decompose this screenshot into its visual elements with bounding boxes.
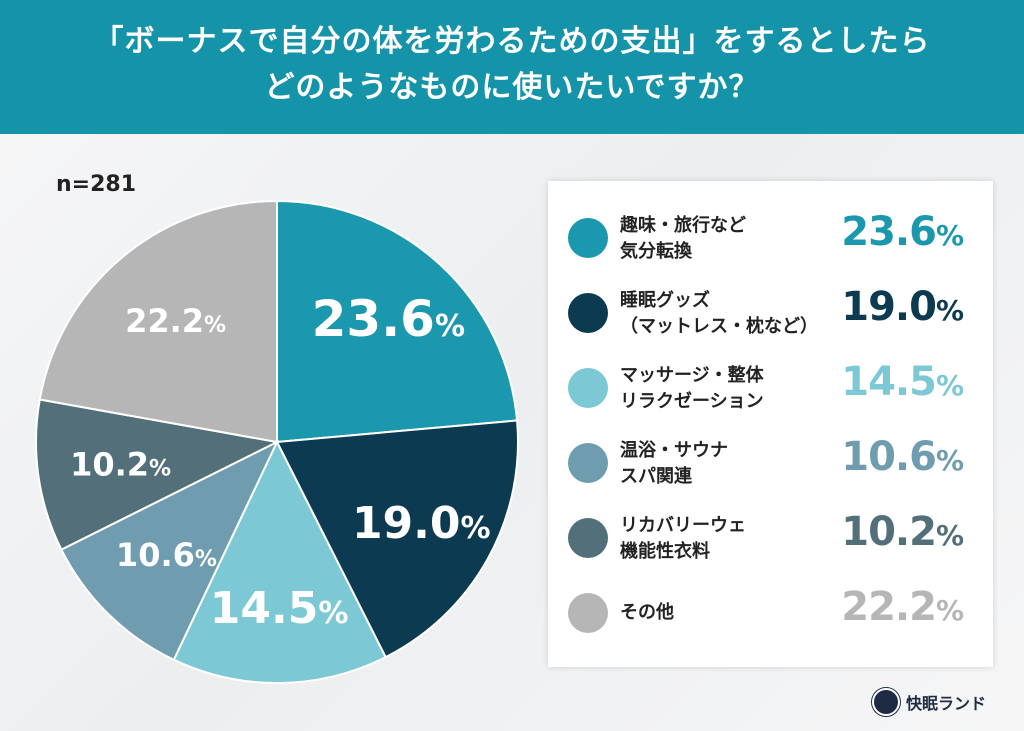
legend-label: リカバリーウェ 機能性衣料 bbox=[620, 515, 746, 562]
legend-label: 趣味・旅行など 気分転換 bbox=[620, 215, 746, 262]
legend-value: 22.2% bbox=[841, 584, 964, 630]
brand-logo: 快眠ランド bbox=[872, 688, 986, 716]
slice-label: 19.0% bbox=[352, 498, 491, 549]
slice-label: 23.6% bbox=[312, 290, 465, 348]
legend-value: 23.6% bbox=[841, 209, 964, 255]
legend-swatch bbox=[568, 593, 608, 633]
legend-item: 趣味・旅行など 気分転換 23.6% bbox=[548, 203, 993, 273]
legend-value: 19.0% bbox=[841, 284, 964, 330]
legend-value: 10.2% bbox=[841, 509, 964, 555]
pie-slice bbox=[276, 199, 519, 444]
pie-slice bbox=[275, 419, 519, 659]
brand-name: 快眠ランド bbox=[906, 694, 987, 713]
chart-title: 「ボーナスで自分の体を労わるための支出」をするとしたら どのようなものに使いたい… bbox=[0, 0, 1024, 134]
legend: 趣味・旅行など 気分転換 23.6% 睡眠グッズ （マットレス・枕など） 19.0% マ… bbox=[548, 181, 993, 667]
legend-label: 温浴・サウナ スパ関連 bbox=[620, 440, 728, 487]
pie-slice bbox=[35, 398, 281, 551]
legend-label: その他 bbox=[620, 602, 674, 623]
pie-slice bbox=[172, 439, 387, 684]
pie-chart: 23.6% 19.0%14.5% 10.6% 10.2% 22.2% bbox=[35, 199, 519, 684]
legend-swatch bbox=[568, 293, 608, 333]
pie-slice bbox=[38, 199, 278, 444]
title-line-2: どのようなものに使いたいですか？ bbox=[264, 70, 760, 105]
slice-label: 10.2% bbox=[70, 445, 171, 483]
legend-item: 温浴・サウナ スパ関連 10.6% bbox=[548, 428, 993, 498]
legend-swatch bbox=[568, 368, 608, 408]
legend-label: マッサージ・整体 リラクゼーション bbox=[620, 365, 764, 412]
legend-value: 14.5% bbox=[841, 359, 964, 405]
sample-size: n=281 bbox=[56, 172, 137, 197]
legend-item: その他 22.2% bbox=[548, 578, 993, 648]
pie-slice bbox=[60, 439, 280, 662]
legend-value: 10.6% bbox=[841, 434, 964, 480]
title-line-1: 「ボーナスで自分の体を労わるための支出」をするとしたら bbox=[93, 24, 931, 59]
brand-logo-icon bbox=[872, 688, 900, 716]
legend-label: 睡眠グッズ （マットレス・枕など） bbox=[620, 290, 818, 337]
legend-item: 睡眠グッズ （マットレス・枕など） 19.0% bbox=[548, 278, 993, 348]
legend-swatch bbox=[568, 518, 608, 558]
legend-swatch bbox=[568, 443, 608, 483]
legend-item: マッサージ・整体 リラクゼーション 14.5% bbox=[548, 353, 993, 423]
slice-label: 10.6% bbox=[116, 536, 217, 574]
legend-item: リカバリーウェ 機能性衣料 10.2% bbox=[548, 503, 993, 573]
slice-label: 14.5% bbox=[210, 583, 349, 634]
legend-swatch bbox=[568, 218, 608, 258]
slice-label: 22.2% bbox=[125, 302, 226, 340]
